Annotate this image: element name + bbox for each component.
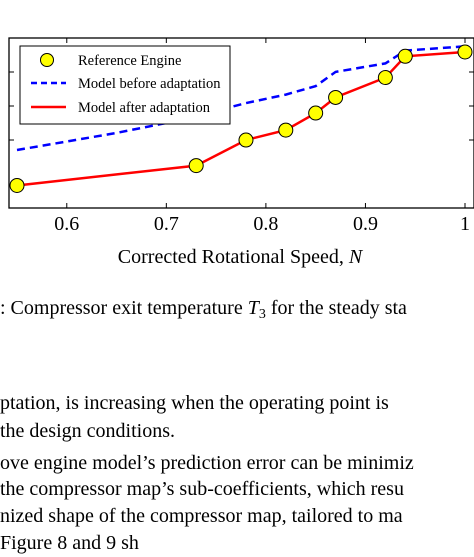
- x-tick-label: 0.8: [253, 213, 278, 235]
- legend: Reference Engine Model before adaptation…: [19, 45, 231, 125]
- x-tick-label: 1: [460, 213, 470, 235]
- caption-sub: 3: [258, 307, 266, 321]
- body-line: the design conditions.: [0, 420, 175, 442]
- x-tick-label: 0.6: [54, 213, 79, 235]
- caption-lead: : Compressor exit temperature: [0, 297, 248, 319]
- body-line: ptation, is increasing when the operatin…: [0, 392, 389, 414]
- x-axis-label-var: N: [348, 246, 364, 268]
- chart: 0.6 0.7 0.8 0.9 1 Reference Engine Model bef…: [8, 37, 474, 268]
- reference-engine-point: [278, 122, 294, 138]
- x-axis-label-main: Corrected Rotational Speed,: [118, 246, 349, 268]
- legend-marker-reference: [40, 53, 54, 67]
- reference-engine-point: [9, 177, 25, 193]
- x-axis-label: Corrected Rotational Speed, N: [118, 246, 364, 268]
- plot-frame: [8, 37, 474, 209]
- x-tick-label: 0.9: [353, 213, 378, 235]
- legend-label-reference: Reference Engine: [78, 53, 181, 69]
- figure-caption: : Compressor exit temperature T3 for the…: [0, 297, 474, 320]
- body-line: nized shape of the compressor map, tailo…: [0, 505, 403, 527]
- caption-tail: for the steady sta: [265, 297, 407, 319]
- reference-engine-point: [457, 44, 473, 60]
- legend-label-after: Model after adaptation: [78, 100, 211, 116]
- legend-box: [19, 45, 231, 125]
- figure: 0.6 0.7 0.8 0.9 1 Reference Engine Model bef…: [8, 37, 474, 268]
- reference-engine-point: [308, 105, 324, 121]
- body-line: Figure 8 and 9 sh: [0, 532, 139, 554]
- legend-label-before: Model before adaptation: [78, 76, 221, 92]
- series-line-before-adaptation: [16, 45, 466, 152]
- caption-var: T: [247, 297, 259, 319]
- reference-engine-point: [328, 89, 344, 105]
- reference-engine-point: [238, 132, 254, 148]
- body-line: the compressor map’s sub-coefficients, w…: [0, 478, 404, 500]
- reference-engine-point: [397, 48, 413, 64]
- x-tick-label: 0.7: [154, 213, 179, 235]
- reference-engine-point: [377, 70, 393, 86]
- body-line: ove engine model’s prediction error can …: [0, 452, 414, 474]
- reference-engine-point: [188, 158, 204, 174]
